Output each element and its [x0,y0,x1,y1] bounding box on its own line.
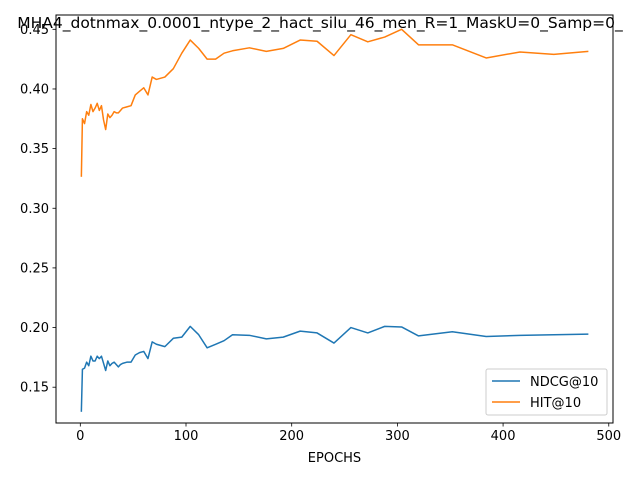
plot-frame [55,14,614,424]
y-tick-label: 0.15 [20,381,49,396]
x-axis-label: EPOCHS [308,451,361,466]
x-tick-label: 500 [596,429,621,444]
x-tick-label: 0 [76,429,84,444]
x-tick-label: 300 [385,429,410,444]
x-tick-label: 100 [174,429,199,444]
y-tick-label: 0.30 [20,202,49,217]
plot-series [80,28,589,412]
y-tick-label: 0.40 [20,82,49,97]
series-line-ndcg-10 [80,325,589,412]
y-tick-label: 0.45 [20,23,49,38]
legend-label: HIT@10 [530,396,581,411]
x-axis: 0 100 200 300 400 500 [76,423,621,444]
legend: NDCG@10 HIT@10 [485,368,608,416]
y-tick-label: 0.35 [20,142,49,157]
series-line-hit-10 [80,28,589,177]
y-axis: 0.15 0.20 0.25 0.30 0.35 0.40 0.45 [20,23,56,396]
legend-label: NDCG@10 [530,375,598,390]
y-tick-label: 0.20 [20,321,49,336]
chart-title: MHA4_dotnmax_0.0001_ntype_2_hact_silu_46… [17,14,623,33]
x-tick-label: 400 [491,429,516,444]
y-tick-label: 0.25 [20,261,49,276]
x-tick-label: 200 [279,429,304,444]
